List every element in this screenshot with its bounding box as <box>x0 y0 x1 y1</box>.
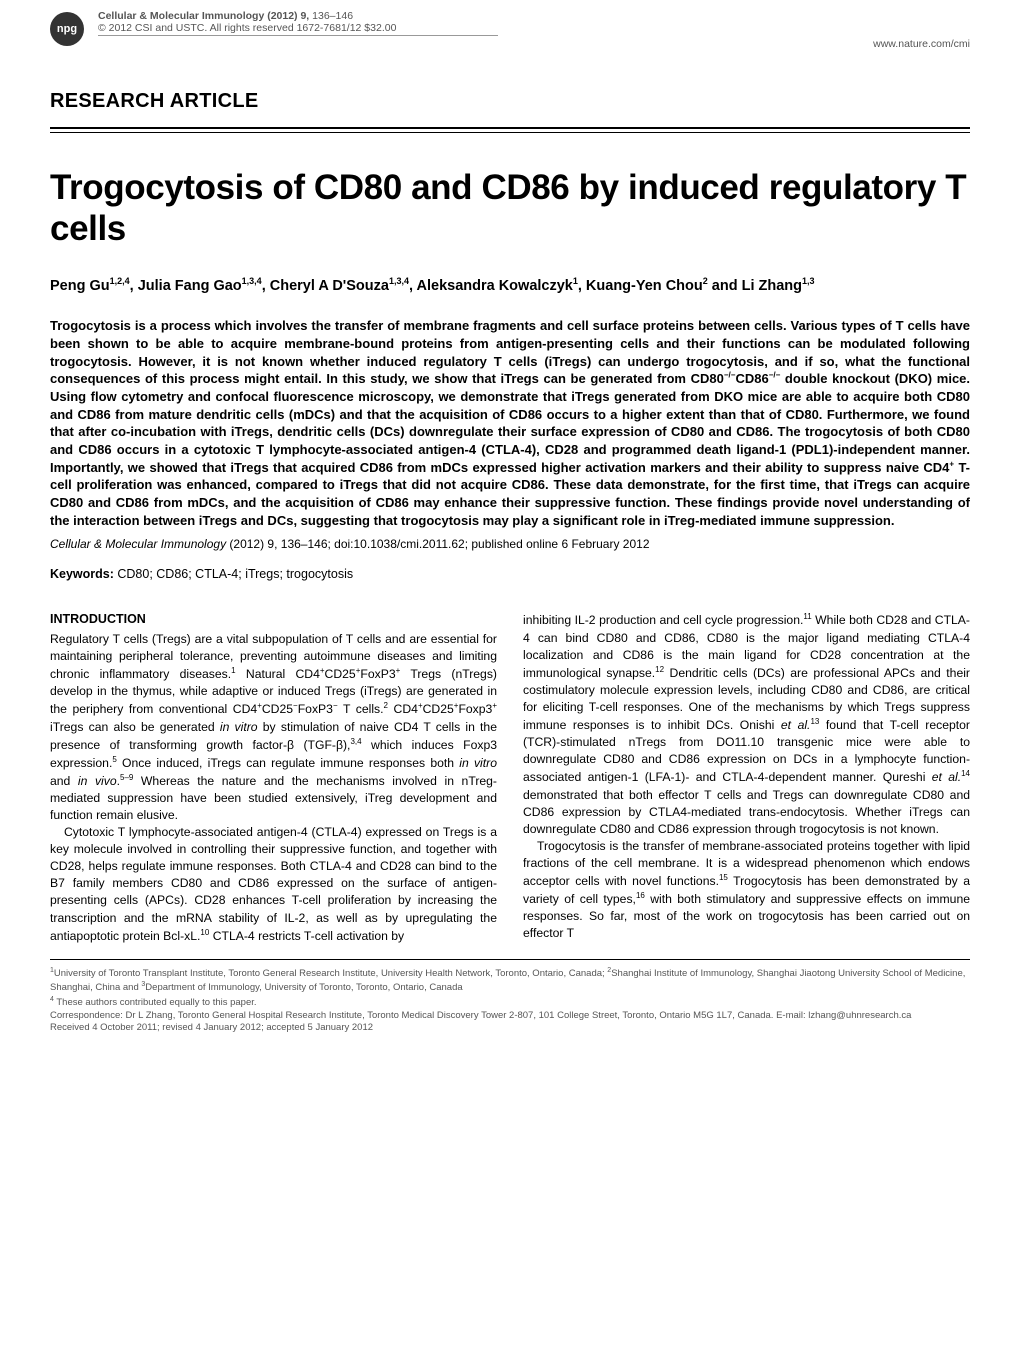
introduction-heading: INTRODUCTION <box>50 611 497 629</box>
header-rule-icon <box>98 35 498 36</box>
author-list: Peng Gu1,2,4, Julia Fang Gao1,3,4, Chery… <box>50 276 970 294</box>
journal-citation-pages: 136–146 <box>309 10 353 22</box>
affiliations-block: 1University of Toronto Transplant Instit… <box>50 966 970 1035</box>
intro-paragraph-1: Regulatory T cells (Tregs) are a vital s… <box>50 631 497 824</box>
footer-rule-icon <box>50 959 970 960</box>
npg-logo-text: npg <box>57 23 77 35</box>
correspondence-text: Correspondence: Dr L Zhang, Toronto Gene… <box>50 1010 970 1023</box>
body-columns: INTRODUCTION Regulatory T cells (Tregs) … <box>50 611 970 944</box>
right-column: inhibiting IL-2 production and cell cycl… <box>523 611 970 944</box>
journal-url: www.nature.com/cmi <box>873 38 970 50</box>
intro-paragraph-3: inhibiting IL-2 production and cell cycl… <box>523 611 970 837</box>
left-column: INTRODUCTION Regulatory T cells (Tregs) … <box>50 611 497 944</box>
keywords-line: Keywords: CD80; CD86; CTLA-4; iTregs; tr… <box>50 567 970 581</box>
article-title: Trogocytosis of CD80 and CD86 by induced… <box>50 167 970 250</box>
header-bar: npg Cellular & Molecular Immunology (201… <box>0 0 1020 54</box>
npg-logo-icon: npg <box>50 12 84 46</box>
journal-citation-bold: Cellular & Molecular Immunology (2012) 9… <box>98 10 309 22</box>
affiliations-text: 1University of Toronto Transplant Instit… <box>50 966 970 995</box>
article-type-label: RESEARCH ARTICLE <box>50 90 970 113</box>
citation-journal: Cellular & Molecular Immunology <box>50 537 226 551</box>
page: npg Cellular & Molecular Immunology (201… <box>0 0 1020 1035</box>
journal-citation-line: Cellular & Molecular Immunology (2012) 9… <box>98 10 873 22</box>
journal-copyright-line: © 2012 CSI and USTC. All rights reserved… <box>98 22 873 34</box>
intro-paragraph-4: Trogocytosis is the transfer of membrane… <box>523 838 970 943</box>
keywords-text: CD80; CD86; CTLA-4; iTregs; trogocytosis <box>114 567 353 581</box>
title-rule-thin-icon <box>50 132 970 133</box>
abstract-text: Trogocytosis is a process which involves… <box>50 317 970 529</box>
journal-meta: Cellular & Molecular Immunology (2012) 9… <box>98 10 873 37</box>
citation-details: (2012) 9, 136–146; doi:10.1038/cmi.2011.… <box>226 537 649 551</box>
intro-paragraph-2: Cytotoxic T lymphocyte-associated antige… <box>50 824 497 945</box>
title-rule-top-icon <box>50 127 970 129</box>
received-dates: Received 4 October 2011; revised 4 Janua… <box>50 1022 970 1035</box>
equal-contribution-note: 4 These authors contributed equally to t… <box>50 995 970 1010</box>
keywords-label: Keywords: <box>50 567 114 581</box>
citation-line: Cellular & Molecular Immunology (2012) 9… <box>50 537 970 551</box>
